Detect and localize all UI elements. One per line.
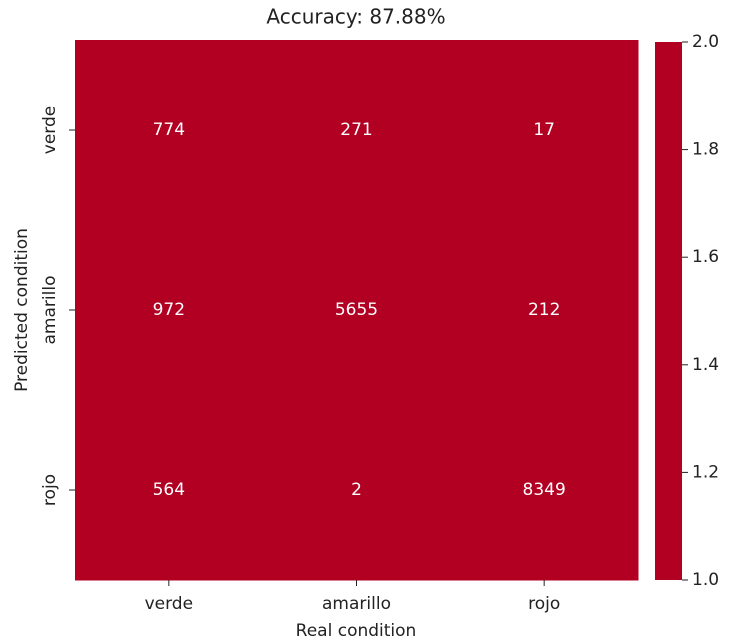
cell-label: 212 xyxy=(528,300,560,320)
colorbar-tick-label: 1.2 xyxy=(692,462,719,482)
heatmap-cell xyxy=(450,220,639,401)
cell-label: 5655 xyxy=(335,300,378,320)
x-axis-label: Real condition xyxy=(296,621,417,641)
cell-label: 2 xyxy=(351,480,362,500)
colorbar-tick-label: 2.0 xyxy=(692,32,719,52)
heatmap-cell xyxy=(450,40,639,221)
cell-label: 774 xyxy=(153,120,185,140)
colorbar-tick-label: 1.6 xyxy=(692,247,719,267)
y-tick-label: amarillo xyxy=(40,276,60,345)
cell-label: 271 xyxy=(340,120,372,140)
colorbar-tick-label: 1.0 xyxy=(692,570,719,590)
y-axis-label: Predicted condition xyxy=(12,228,32,392)
cell-label: 564 xyxy=(153,480,185,500)
cell-label: 8349 xyxy=(523,480,566,500)
y-tick-label: verde xyxy=(40,106,60,154)
heatmap-cell xyxy=(262,400,451,581)
heatmap-cell xyxy=(450,400,639,581)
x-tick-label: verde xyxy=(145,594,193,614)
heatmap-cell xyxy=(75,220,264,401)
colorbar-tick-label: 1.4 xyxy=(692,355,719,375)
colorbar xyxy=(655,42,682,580)
chart-title: Accuracy: 87.88% xyxy=(266,5,445,29)
heatmap-cell xyxy=(75,400,264,581)
x-tick-label: rojo xyxy=(528,594,560,614)
x-tick-label: amarillo xyxy=(322,594,391,614)
y-tick-label: rojo xyxy=(40,474,60,506)
cell-label: 972 xyxy=(153,300,185,320)
heatmap-cell xyxy=(262,40,451,221)
heatmap-cell xyxy=(75,40,264,221)
heatmap-cell xyxy=(262,220,451,401)
colorbar-tick-label: 1.8 xyxy=(692,140,719,160)
cell-label: 17 xyxy=(533,120,555,140)
